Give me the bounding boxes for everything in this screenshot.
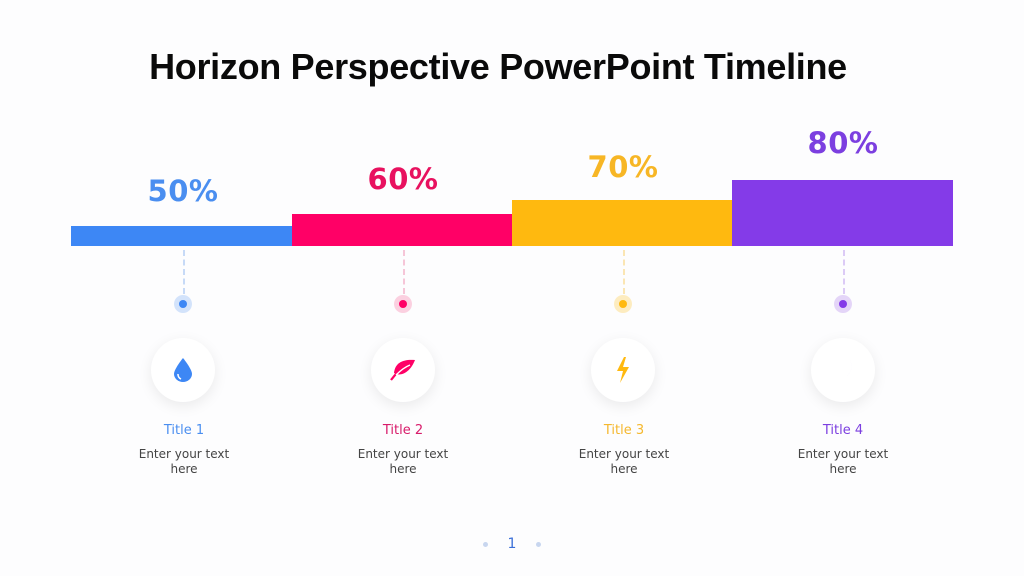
bar-step-4 (732, 180, 953, 246)
slide-title: Horizon Perspective PowerPoint Timeline (149, 46, 847, 87)
moon-icon (831, 358, 852, 379)
step-text-line: here (829, 462, 857, 476)
connector-line-3 (623, 250, 625, 294)
timeline-dot-1 (179, 300, 187, 308)
percent-label-2: 60% (367, 162, 439, 196)
slide-pager: 1 (0, 536, 1024, 552)
bar-step-2 (292, 214, 512, 246)
icon-circle-4 (811, 338, 875, 402)
water-drop-icon (174, 358, 192, 382)
percent-label-1: 50% (147, 174, 219, 208)
timeline-dot-4 (839, 300, 847, 308)
step-text-4: Enter your text here (743, 447, 943, 477)
lightning-icon (617, 357, 629, 383)
pager-dot-right (536, 541, 542, 547)
pager-dot-left (482, 541, 488, 547)
step-text-line: Enter your text (578, 447, 670, 461)
bar-step-1 (71, 226, 292, 246)
timeline-dot-3 (619, 300, 627, 308)
connector-line-2 (403, 250, 405, 294)
icon-circle-1 (151, 338, 215, 402)
step-title-1: Title 1 (163, 423, 205, 438)
icon-circle-3 (591, 338, 655, 402)
connector-line-1 (183, 250, 185, 294)
timeline-dot-2 (399, 300, 407, 308)
step-title-2: Title 2 (382, 423, 424, 438)
step-text-line: here (170, 462, 198, 476)
percent-label-3: 70% (587, 150, 659, 184)
connector-line-4 (843, 250, 845, 294)
step-text-line: Enter your text (797, 447, 889, 461)
step-text-line: here (610, 462, 638, 476)
page-number: 1 (507, 536, 517, 552)
step-text-line: Enter your text (138, 447, 230, 461)
step-text-2: Enter your text here (303, 447, 503, 477)
step-text-3: Enter your text here (524, 447, 724, 477)
step-title-3: Title 3 (603, 423, 645, 438)
percent-label-4: 80% (807, 126, 879, 160)
leaf-icon (390, 359, 415, 381)
step-text-1: Enter your text here (84, 447, 284, 477)
bar-step-3 (512, 200, 732, 246)
step-title-4: Title 4 (822, 423, 864, 438)
icon-circle-2 (371, 338, 435, 402)
step-text-line: Enter your text (357, 447, 449, 461)
step-text-line: here (389, 462, 417, 476)
